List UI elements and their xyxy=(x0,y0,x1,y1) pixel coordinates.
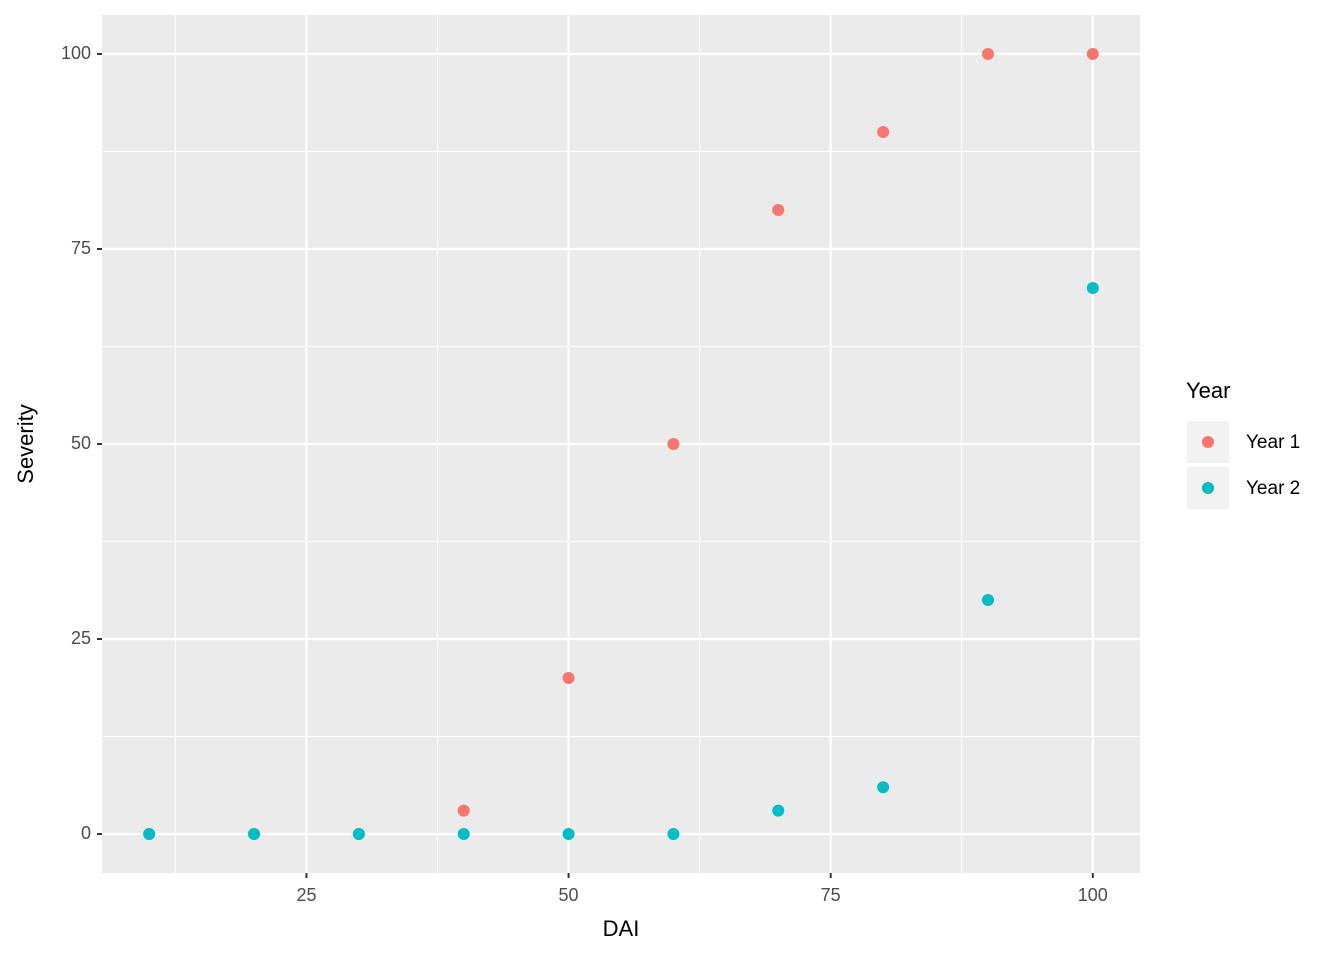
y-tick-label: 100 xyxy=(61,43,91,63)
point xyxy=(667,828,680,840)
point xyxy=(772,204,785,216)
point xyxy=(772,804,785,817)
y-tick-label: 75 xyxy=(71,238,91,258)
point xyxy=(562,672,575,684)
point xyxy=(981,594,994,606)
point xyxy=(667,438,680,450)
x-tick-label: 100 xyxy=(1078,885,1108,905)
point xyxy=(1086,282,1099,294)
y-axis-title: Severity xyxy=(13,404,38,483)
legend-marker xyxy=(1202,436,1214,448)
point xyxy=(352,828,365,840)
y-tick-label: 25 xyxy=(71,628,91,648)
legend-label: Year 2 xyxy=(1246,478,1300,499)
x-axis-title: DAI xyxy=(603,916,640,941)
point xyxy=(981,48,994,60)
legend-label: Year 1 xyxy=(1246,432,1300,453)
legend-title: Year xyxy=(1186,378,1230,403)
point xyxy=(877,781,890,794)
x-tick-label: 25 xyxy=(296,885,316,905)
y-tick-label: 50 xyxy=(71,433,91,453)
y-tick-label: 0 xyxy=(81,823,91,843)
point xyxy=(457,804,470,817)
point xyxy=(1086,48,1099,60)
point xyxy=(457,828,470,840)
point xyxy=(562,828,575,840)
point xyxy=(877,126,890,138)
x-tick-label: 50 xyxy=(559,885,579,905)
x-tick-label: 75 xyxy=(821,885,841,905)
point xyxy=(248,828,261,840)
point xyxy=(143,828,156,840)
legend-marker xyxy=(1202,482,1214,494)
